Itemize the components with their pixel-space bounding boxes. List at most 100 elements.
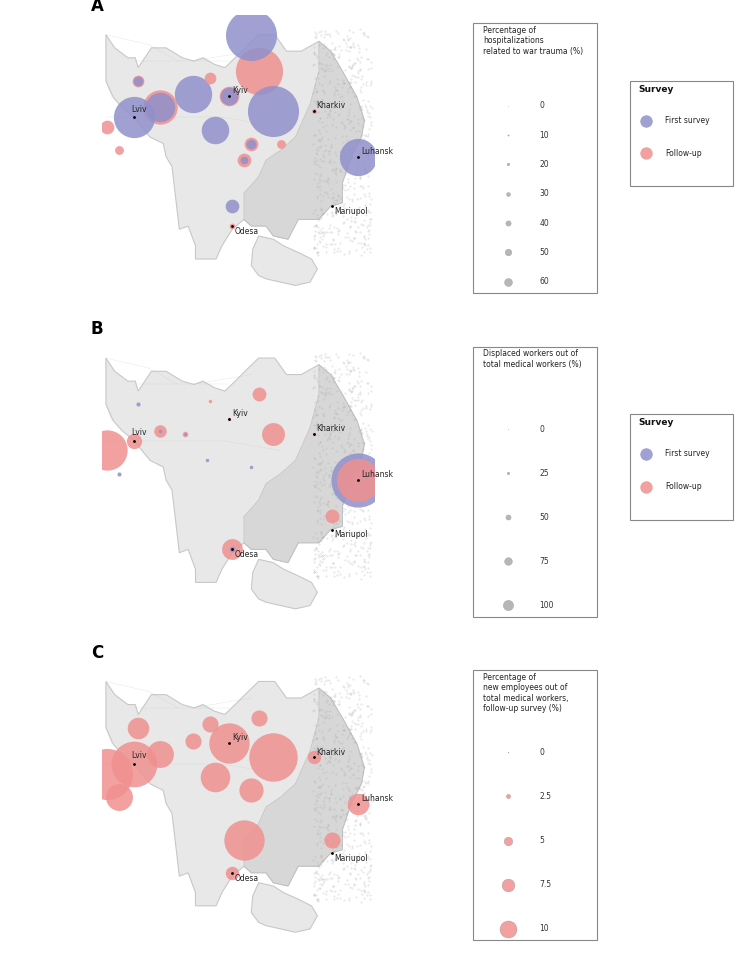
Text: 0: 0 — [539, 748, 545, 757]
Text: Odesa: Odesa — [235, 551, 259, 560]
Point — [113, 142, 125, 158]
Point — [208, 122, 220, 138]
Point — [267, 750, 279, 765]
Point — [187, 86, 199, 102]
Point — [132, 74, 144, 89]
Text: Percentage of
new employees out of
total medical workers,
follow-up survey (%): Percentage of new employees out of total… — [483, 673, 568, 713]
Point — [640, 479, 652, 495]
Text: First survey: First survey — [665, 116, 710, 125]
Polygon shape — [251, 560, 318, 609]
Text: Survey: Survey — [639, 85, 674, 94]
Point — [246, 135, 257, 151]
Point — [154, 99, 166, 115]
Text: 25: 25 — [539, 468, 549, 477]
Text: First survey: First survey — [665, 449, 710, 459]
Point — [253, 710, 265, 725]
Point — [502, 466, 514, 481]
Text: Mariupol: Mariupol — [335, 854, 368, 863]
Point — [253, 63, 265, 78]
Text: Kharkiv: Kharkiv — [316, 101, 345, 110]
Text: Lviv: Lviv — [131, 105, 147, 114]
Point — [154, 422, 166, 438]
Point — [502, 833, 514, 849]
Point — [502, 274, 514, 290]
Text: Percentage of
hospitalizations
related to war trauma (%): Percentage of hospitalizations related t… — [483, 26, 583, 56]
Text: 60: 60 — [539, 277, 549, 286]
Point — [223, 88, 235, 104]
Text: 50: 50 — [539, 248, 549, 257]
Point — [502, 245, 514, 261]
Text: B: B — [91, 320, 103, 338]
Polygon shape — [106, 358, 365, 582]
Text: Luhansk: Luhansk — [361, 470, 393, 479]
Point — [204, 393, 216, 409]
Point — [226, 542, 238, 558]
Text: Follow-up: Follow-up — [665, 482, 702, 491]
Polygon shape — [244, 688, 365, 886]
Text: Luhansk: Luhansk — [361, 147, 393, 156]
Point — [246, 459, 257, 474]
Polygon shape — [251, 883, 318, 932]
Text: C: C — [91, 644, 103, 662]
Point — [226, 542, 238, 558]
Point — [353, 796, 365, 811]
Point — [502, 157, 514, 172]
Point — [502, 186, 514, 202]
Point — [238, 152, 250, 168]
Point — [246, 26, 257, 42]
FancyBboxPatch shape — [473, 347, 597, 616]
FancyBboxPatch shape — [473, 670, 597, 940]
Point — [101, 120, 113, 135]
FancyBboxPatch shape — [473, 24, 597, 293]
Text: Kharkiv: Kharkiv — [316, 748, 345, 757]
Point — [226, 219, 238, 234]
Text: 20: 20 — [539, 160, 549, 169]
Point — [275, 135, 286, 151]
Point — [267, 426, 279, 442]
Point — [154, 99, 166, 115]
Point — [223, 412, 235, 427]
Text: Odesa: Odesa — [235, 874, 259, 883]
Text: Kyiv: Kyiv — [232, 410, 248, 418]
Text: Survey: Survey — [639, 418, 674, 427]
Text: 5: 5 — [539, 836, 545, 845]
Text: Lviv: Lviv — [131, 752, 147, 760]
Point — [204, 70, 216, 85]
Polygon shape — [106, 34, 365, 259]
Point — [502, 745, 514, 760]
Point — [308, 103, 320, 119]
Text: 10: 10 — [539, 130, 549, 139]
Point — [502, 554, 514, 569]
Point — [132, 74, 144, 89]
Point — [132, 720, 144, 736]
Point — [208, 769, 220, 785]
Point — [502, 421, 514, 437]
Point — [223, 735, 235, 751]
Point — [353, 472, 365, 488]
Point — [502, 921, 514, 937]
Text: 7.5: 7.5 — [539, 880, 551, 889]
Point — [132, 397, 144, 413]
Point — [128, 433, 140, 449]
Polygon shape — [251, 236, 318, 285]
Point — [246, 135, 257, 151]
Text: Kyiv: Kyiv — [232, 733, 248, 742]
Point — [113, 466, 125, 481]
Point — [223, 88, 235, 104]
Point — [128, 110, 140, 125]
Polygon shape — [244, 365, 365, 563]
Point — [640, 146, 652, 162]
Text: 10: 10 — [539, 924, 549, 933]
Text: Displaced workers out of
total medical workers (%): Displaced workers out of total medical w… — [483, 350, 582, 368]
Text: Lviv: Lviv — [131, 428, 147, 437]
FancyBboxPatch shape — [629, 80, 734, 186]
Point — [502, 510, 514, 525]
Point — [308, 426, 320, 442]
Point — [502, 216, 514, 231]
Point — [308, 750, 320, 765]
Text: 75: 75 — [539, 557, 549, 565]
Text: A: A — [91, 0, 103, 15]
Text: Luhansk: Luhansk — [361, 794, 393, 803]
Point — [154, 746, 166, 761]
Point — [238, 152, 250, 168]
